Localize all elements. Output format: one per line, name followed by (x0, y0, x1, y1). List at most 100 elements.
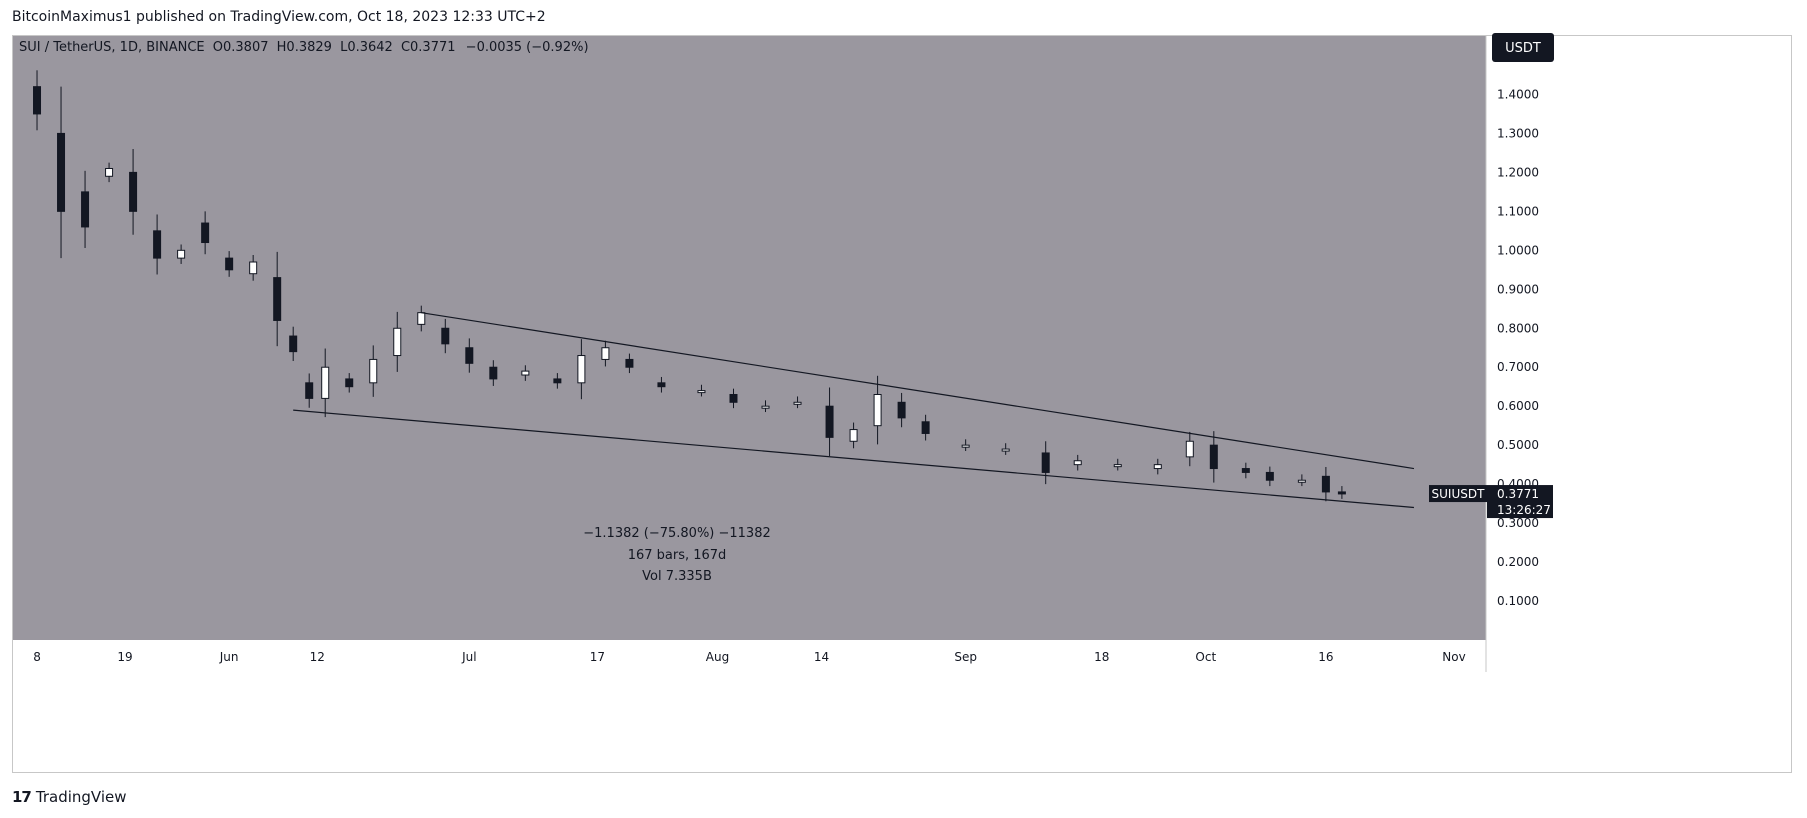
y-tick-label: 1.4000 (1497, 87, 1539, 101)
candle-body (57, 132, 66, 212)
candle-body (369, 358, 378, 384)
y-tick-label: 1.1000 (1497, 204, 1539, 218)
candle-body (393, 327, 402, 357)
measure-bars: 167 bars, 167d (628, 548, 727, 563)
x-tick-label: 19 (117, 650, 132, 664)
currency-button[interactable]: USDT (1492, 33, 1554, 62)
y-tick-label: 1.0000 (1497, 243, 1539, 257)
x-axis: 8 19 Jun 12 Jul 17 Aug 14 Sep 18 Oct 16 Nov (33, 650, 1465, 664)
candle-body (1265, 471, 1274, 481)
candle-body (1185, 440, 1194, 458)
candle-body (521, 370, 530, 376)
candle-body (489, 366, 498, 380)
candle-body (1241, 468, 1250, 473)
legend-symbol: SUI / TetherUS, 1D, BINANCE (19, 40, 205, 55)
plot-area (13, 36, 1486, 640)
x-tick-label: 14 (814, 650, 829, 664)
candle-body (601, 347, 610, 360)
x-tick-label: 16 (1318, 650, 1333, 664)
candle-body (225, 257, 234, 271)
footer-brand: TradingView (35, 788, 127, 806)
y-tick-label: 1.2000 (1497, 165, 1539, 179)
measure-change: −1.1382 (−75.80%) −11382 (583, 526, 771, 541)
candle-body (657, 382, 666, 388)
candle-body (1153, 464, 1162, 470)
candle-body (1001, 448, 1010, 452)
x-tick-label: Aug (706, 650, 729, 664)
candle-body (289, 335, 298, 353)
candle-body (33, 86, 42, 115)
y-tick-label: 0.5000 (1497, 438, 1539, 452)
candle-body (1297, 479, 1306, 483)
price-tag-symbol: SUIUSDT (1432, 487, 1486, 501)
chart-frame (12, 35, 1792, 773)
x-tick-label: 17 (590, 650, 605, 664)
y-tick-label: 0.7000 (1497, 360, 1539, 374)
candle-body (153, 230, 162, 259)
candle-body (793, 401, 802, 405)
candle-body (1073, 460, 1082, 466)
legend-h-value: 0.3829 (286, 40, 332, 55)
y-tick-label: 0.2000 (1497, 555, 1539, 569)
x-tick-label: Oct (1195, 650, 1216, 664)
legend-l-label: L (340, 40, 348, 55)
candle-body (553, 378, 562, 384)
x-tick-label: Jun (219, 650, 239, 664)
x-tick-label: Nov (1442, 650, 1465, 664)
legend-o-label: O (213, 40, 223, 55)
y-tick-label: 0.3000 (1497, 516, 1539, 530)
y-tick-label: 1.3000 (1497, 126, 1539, 140)
legend-change: −0.0035 (−0.92%) (466, 40, 589, 55)
candle-body (761, 405, 770, 409)
x-tick-label: Jul (461, 650, 476, 664)
candle-body (873, 394, 882, 427)
x-tick-label: 12 (310, 650, 325, 664)
support-trendline[interactable] (293, 409, 1415, 509)
candle-body (81, 191, 90, 228)
candle-body (1113, 464, 1122, 468)
candle-body (1041, 452, 1050, 473)
y-tick-label: 0.1000 (1497, 594, 1539, 608)
currency-button-label: USDT (1505, 41, 1541, 56)
candle-body (897, 401, 906, 419)
y-axis: 1.50001.40001.30001.20001.10001.00000.90… (1497, 48, 1539, 608)
candle-body (961, 444, 970, 448)
candle-body (249, 261, 258, 275)
legend-c-value: 0.3771 (410, 40, 456, 55)
legend-h-label: H (277, 40, 287, 55)
candle-body (921, 421, 930, 434)
candle-body (465, 347, 474, 364)
candle-body (441, 327, 450, 345)
candle-body (105, 167, 114, 177)
legend-l-value: 0.3642 (347, 40, 393, 55)
candle-body (305, 382, 314, 399)
legend-o-value: 0.3807 (223, 40, 269, 55)
candle-body (577, 355, 586, 384)
measure-volume: Vol 7.335B (642, 569, 712, 584)
x-tick-label: 18 (1094, 650, 1109, 664)
candle-body (273, 277, 282, 321)
y-tick-label: 0.6000 (1497, 399, 1539, 413)
x-tick-label: Sep (954, 650, 977, 664)
candle-body (345, 378, 354, 388)
price-tag-countdown: 13:26:27 (1497, 503, 1551, 517)
candle-body (1337, 491, 1346, 495)
legend: SUI / TetherUS, 1D, BINANCE O0.3807 H0.3… (19, 40, 589, 55)
candle-body (1321, 475, 1330, 493)
candle-body (729, 394, 738, 403)
price-tag-price: 0.3771 (1497, 487, 1539, 501)
candle-body (177, 249, 186, 259)
candle-body (201, 222, 210, 244)
resistance-trendline[interactable] (421, 312, 1415, 470)
y-tick-label: 0.9000 (1497, 282, 1539, 296)
y-tick-label: 0.8000 (1497, 321, 1539, 335)
trendlines (293, 312, 1415, 509)
legend-c-label: C (401, 40, 410, 55)
candle-body (825, 405, 834, 438)
candle-body (321, 366, 330, 399)
candle-body (625, 358, 634, 368)
candles (33, 70, 1346, 502)
tradingview-logo-icon: 17 (12, 788, 32, 806)
candle-body (1209, 444, 1218, 470)
